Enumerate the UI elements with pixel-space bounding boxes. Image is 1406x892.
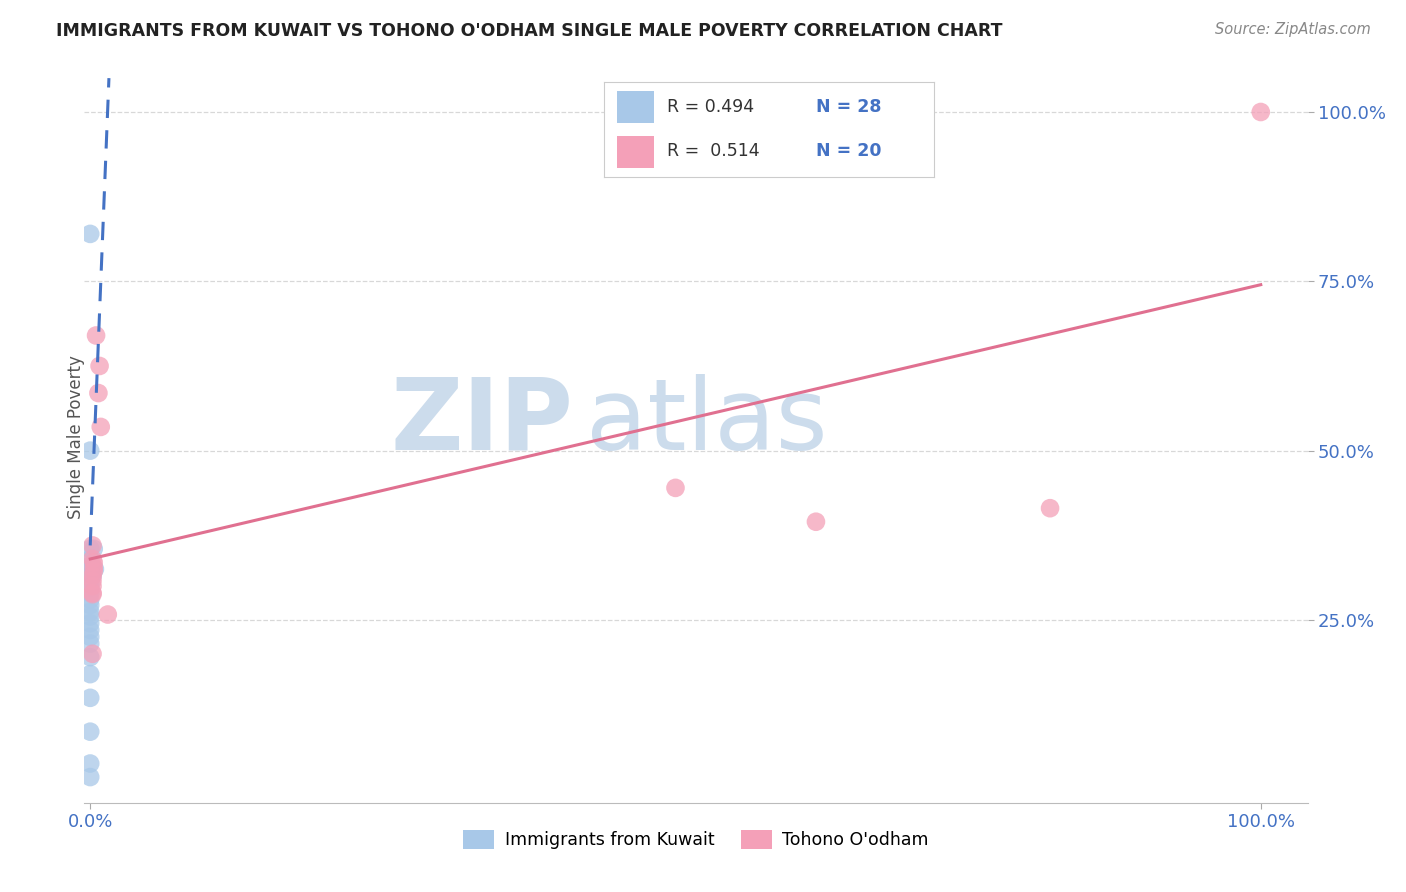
Point bbox=[82, 647, 104, 661]
Point bbox=[84, 328, 107, 343]
Point bbox=[79, 623, 101, 637]
Point bbox=[79, 609, 101, 624]
Point bbox=[79, 552, 101, 566]
Point bbox=[79, 566, 101, 581]
Point bbox=[79, 630, 101, 644]
Text: Source: ZipAtlas.com: Source: ZipAtlas.com bbox=[1215, 22, 1371, 37]
Point bbox=[82, 552, 104, 566]
Point bbox=[82, 569, 104, 583]
Point bbox=[82, 538, 104, 552]
Point bbox=[1250, 105, 1272, 120]
Point bbox=[82, 579, 104, 593]
Point bbox=[82, 586, 104, 600]
Point bbox=[79, 562, 101, 576]
Point bbox=[79, 443, 101, 458]
Point bbox=[79, 724, 101, 739]
Point bbox=[82, 569, 104, 583]
Point bbox=[79, 541, 101, 556]
Point bbox=[79, 571, 101, 585]
Point bbox=[79, 616, 101, 631]
Point bbox=[79, 770, 101, 784]
Point bbox=[1039, 501, 1062, 516]
Point bbox=[79, 667, 101, 681]
Point bbox=[79, 637, 101, 651]
Point bbox=[664, 481, 686, 495]
Point bbox=[79, 756, 101, 771]
Point bbox=[97, 607, 120, 622]
Point bbox=[79, 575, 101, 590]
Point bbox=[82, 574, 104, 588]
Text: IMMIGRANTS FROM KUWAIT VS TOHONO O'ODHAM SINGLE MALE POVERTY CORRELATION CHART: IMMIGRANTS FROM KUWAIT VS TOHONO O'ODHAM… bbox=[56, 22, 1002, 40]
Point bbox=[83, 541, 105, 556]
Point bbox=[83, 560, 105, 574]
Point bbox=[79, 227, 101, 241]
Point bbox=[79, 581, 101, 595]
Point bbox=[87, 386, 110, 401]
Point bbox=[83, 564, 105, 578]
Point bbox=[79, 592, 101, 607]
Text: ZIP: ZIP bbox=[391, 374, 574, 471]
Legend: Immigrants from Kuwait, Tohono O'odham: Immigrants from Kuwait, Tohono O'odham bbox=[457, 823, 935, 856]
Point bbox=[83, 562, 105, 576]
Point bbox=[79, 558, 101, 573]
Point bbox=[79, 690, 101, 705]
Text: atlas: atlas bbox=[586, 374, 828, 471]
Y-axis label: Single Male Poverty: Single Male Poverty bbox=[67, 355, 84, 519]
Point bbox=[79, 598, 101, 612]
Point bbox=[89, 359, 111, 373]
Point bbox=[79, 650, 101, 665]
Point bbox=[804, 515, 827, 529]
Point bbox=[83, 555, 105, 569]
Point bbox=[82, 587, 104, 601]
Point bbox=[90, 420, 112, 434]
Point bbox=[79, 605, 101, 619]
Point bbox=[79, 586, 101, 600]
